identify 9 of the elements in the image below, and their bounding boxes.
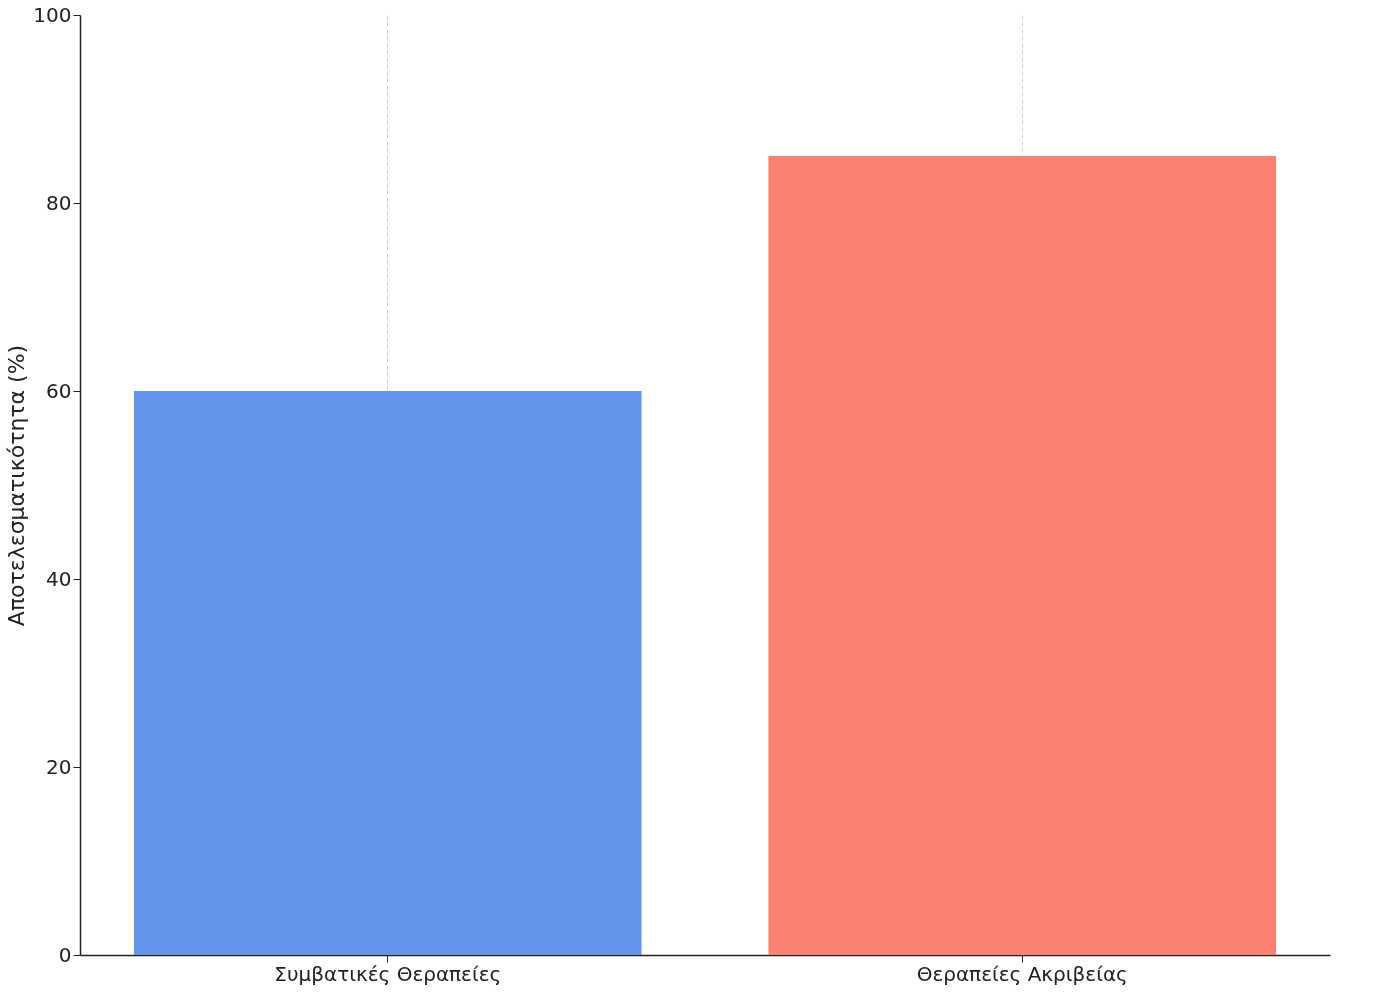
y-tick-label: 40 <box>46 566 72 591</box>
y-tick-label: 100 <box>33 2 72 27</box>
x-tick-label: Συμβατικές Θεραπείες <box>274 961 502 986</box>
y-axis-title: Αποτελεσματικότητα (%) <box>4 344 30 627</box>
y-tick-label: 60 <box>46 378 72 403</box>
y-tick-label: 0 <box>58 942 72 967</box>
x-tick-label: Θεραπείες Ακριβείας <box>916 961 1128 986</box>
y-tick-label: 80 <box>46 190 72 215</box>
y-tick-label: 20 <box>46 754 72 779</box>
